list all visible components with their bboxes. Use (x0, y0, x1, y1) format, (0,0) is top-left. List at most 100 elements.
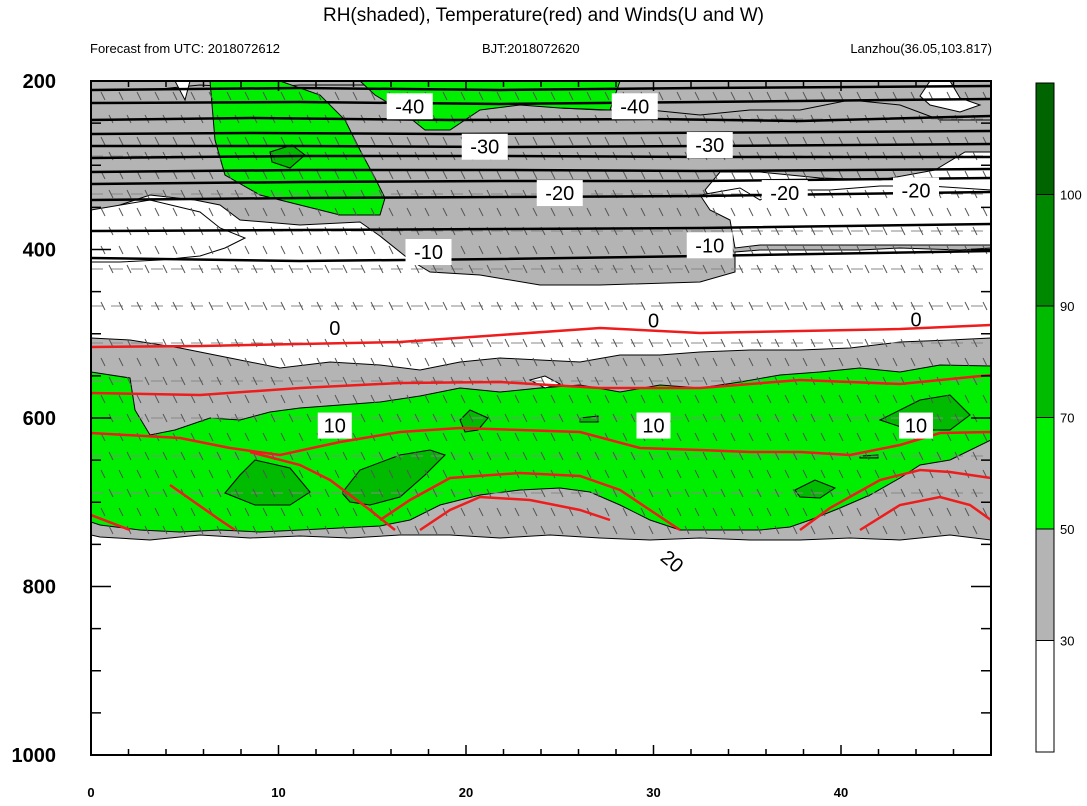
wind-barb (550, 301, 556, 311)
wind-barb (730, 432, 736, 442)
wind-barb (928, 207, 934, 217)
wind-barb (144, 525, 150, 535)
wind-barb (694, 357, 700, 367)
wind-barb (162, 451, 168, 461)
wind-barb (928, 394, 934, 404)
x-tick-label: 20 (459, 785, 473, 800)
wind-barb (676, 432, 682, 442)
wind-barb (378, 525, 384, 535)
wind-barb (676, 357, 682, 367)
wind-barb (568, 432, 574, 442)
wind-barb (532, 507, 538, 517)
wind-barb (936, 488, 942, 498)
wind-barb (280, 170, 286, 180)
wind-barb (820, 357, 826, 367)
wind-barb (712, 394, 718, 404)
wind-barb (550, 357, 556, 367)
wind-barb (568, 301, 574, 311)
wind-barb (514, 432, 520, 442)
wind-barb (802, 301, 808, 311)
wind-barb (468, 525, 474, 535)
wind-barb (180, 451, 186, 461)
wind-barb (838, 432, 844, 442)
chart-title: RH(shaded), Temperature(red) and Winds(U… (322, 5, 765, 26)
wind-barb (820, 170, 826, 180)
wind-barb (334, 91, 340, 101)
wind-barb (586, 301, 592, 311)
wind-barb (738, 488, 744, 498)
wind-barb (334, 357, 340, 367)
wind-barb (280, 91, 286, 101)
wind-barb (774, 451, 780, 461)
wind-barb (288, 488, 294, 498)
wind-barb (226, 136, 232, 146)
wind-barb (648, 264, 654, 274)
wind-barb (802, 469, 808, 479)
wind-barb (144, 264, 150, 274)
wind-barb (280, 207, 286, 217)
wind-barb (522, 413, 528, 423)
wind-barb (226, 432, 232, 442)
wind-barb (280, 301, 286, 311)
wind-barb (766, 207, 772, 217)
wind-barb (162, 525, 168, 535)
wind-barb (838, 394, 844, 404)
colorbar-segment (1035, 528, 1055, 641)
wind-barb (298, 469, 304, 479)
wind-barb (136, 507, 142, 517)
svg-text:-10: -10 (414, 242, 443, 264)
contour-label: -10 (405, 239, 452, 266)
wind-barb (666, 488, 672, 498)
wind-barb (342, 451, 348, 461)
wind-barb (604, 207, 610, 217)
wind-barb (360, 525, 366, 535)
wind-barb (298, 207, 304, 217)
wind-barb (810, 413, 816, 423)
wind-barb (568, 136, 574, 146)
wind-barb (234, 189, 240, 199)
wind-barb (766, 357, 772, 367)
wind-barb (946, 207, 952, 217)
wind-barb (252, 264, 258, 274)
wind-barb (208, 469, 214, 479)
contour-label: -20 (893, 177, 939, 204)
contour-label: 20 (650, 540, 694, 583)
wind-barb (208, 357, 214, 367)
wind-barb (316, 245, 322, 255)
wind-barb (244, 91, 250, 101)
wind-barb (694, 207, 700, 217)
wind-barb (280, 469, 286, 479)
y-tick-label: 1000 (12, 745, 57, 767)
colorbar-segment (1035, 194, 1055, 307)
wind-barb (802, 170, 808, 180)
wind-barb (712, 357, 718, 367)
colorbar-segment (1035, 82, 1055, 195)
wind-barb (396, 488, 402, 498)
wind-barb (118, 301, 124, 311)
wind-barb (424, 136, 430, 146)
contour-label: -20 (536, 180, 583, 207)
wind-barb (630, 338, 636, 348)
wind-barb (316, 170, 322, 180)
wind-barb (766, 432, 772, 442)
wind-barb (784, 136, 790, 146)
wind-barb (684, 525, 690, 535)
wind-barb (846, 413, 852, 423)
wind-barb (766, 394, 772, 404)
wind-barb (748, 207, 754, 217)
wind-barb (720, 488, 726, 498)
wind-barb (838, 469, 844, 479)
wind-barb (586, 207, 592, 217)
wind-barb (828, 525, 834, 535)
colorbar-label: 30 (1060, 634, 1074, 649)
wind-barb (460, 357, 466, 367)
wind-barb (172, 357, 178, 367)
wind-barb (136, 207, 142, 217)
wind-barb (162, 189, 168, 199)
wind-barb (828, 338, 834, 348)
wind-barb (496, 507, 502, 517)
wind-barb (244, 394, 250, 404)
wind-barb (396, 264, 402, 274)
wind-barb (216, 376, 222, 386)
wind-barb (388, 136, 394, 146)
